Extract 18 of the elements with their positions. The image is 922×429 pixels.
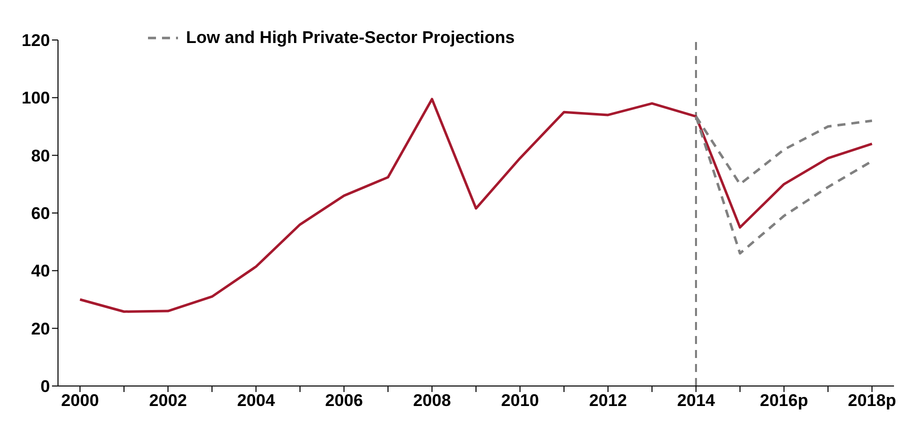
x-tick-label: 2012 <box>589 391 627 410</box>
y-tick-label: 120 <box>22 31 50 50</box>
x-tick-label: 2008 <box>413 391 451 410</box>
x-tick-label: 2006 <box>325 391 363 410</box>
x-tick-label: 2014 <box>677 391 716 410</box>
y-tick-label: 100 <box>22 88 50 108</box>
x-tick-label: 2002 <box>149 391 187 410</box>
y-tick-label: 20 <box>31 319 50 338</box>
x-tick-label: 2018p <box>848 391 896 410</box>
x-tick-label: 2000 <box>61 391 99 410</box>
y-tick-label: 80 <box>31 146 50 166</box>
x-tick-label: 2010 <box>501 391 539 410</box>
y-tick-label: 0 <box>40 377 50 396</box>
y-tick-label: 40 <box>31 262 50 281</box>
x-tick-label: 2016p <box>760 391 808 410</box>
y-tick-label: 60 <box>31 204 50 224</box>
legend-label: Low and High Private-Sector Projections <box>186 28 515 48</box>
x-tick-label: 2004 <box>237 391 276 410</box>
